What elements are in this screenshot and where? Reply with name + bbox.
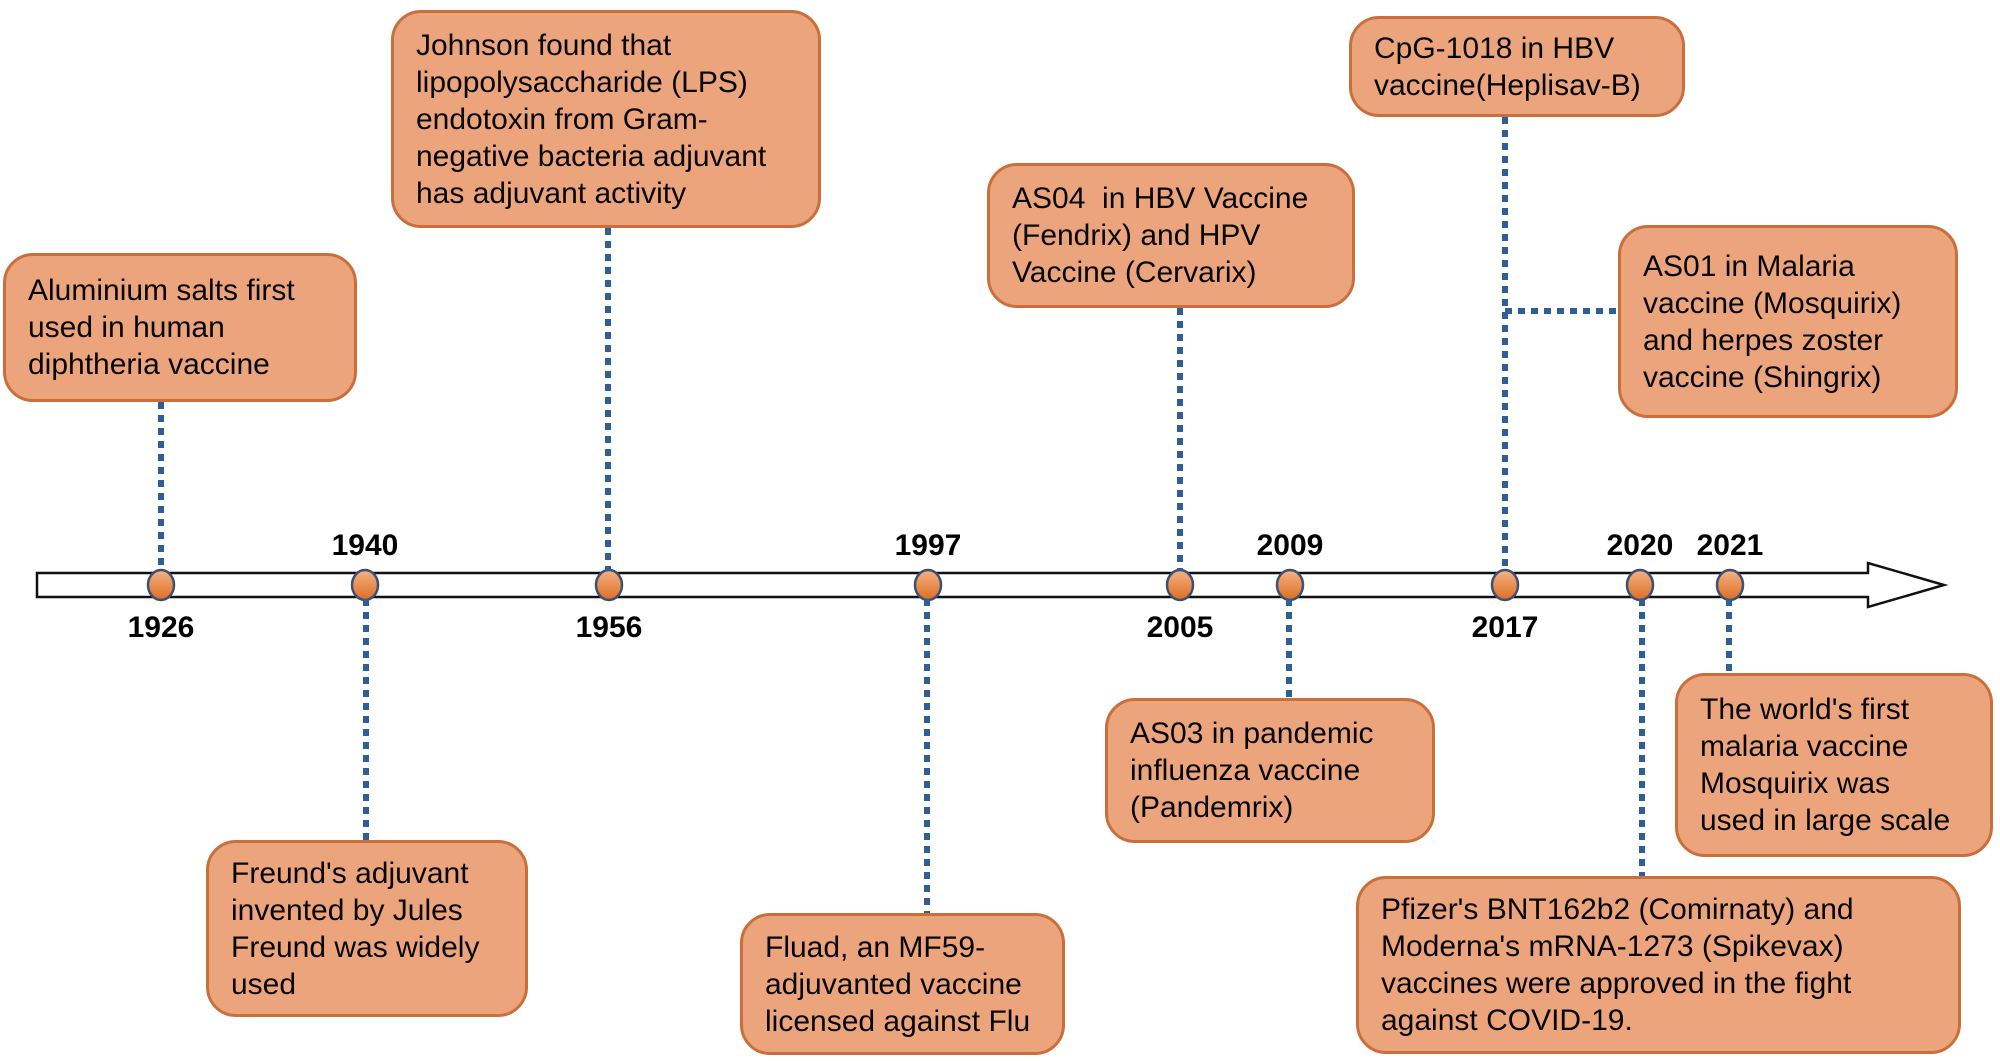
year-marker-2009 [1275,568,1305,602]
year-label-2020: 2020 [1606,529,1674,562]
connector-1940 [363,599,369,840]
event-box-2017-cpg: CpG-1018 in HBV vaccine(Heplisav-B) [1349,16,1685,117]
event-box-2020-pfizer-moderna: Pfizer's BNT162b2 (Comirnaty) and Modern… [1356,876,1961,1054]
event-box-1997-fluad: Fluad, an MF59- adjuvanted vaccine licen… [740,913,1065,1055]
event-box-1926-aluminium: Aluminium salts first used in human diph… [3,253,357,402]
connector-2009 [1286,599,1292,698]
year-label-2009: 2009 [1256,529,1324,562]
connector-2020 [1639,599,1645,876]
year-marker-2017 [1490,568,1520,602]
event-box-1940-freund: Freund's adjuvant invented by Jules Freu… [206,840,528,1017]
connector-1926 [158,402,164,571]
year-marker-2005 [1165,568,1195,602]
event-box-2021-mosquirix: The world's first malaria vaccine Mosqui… [1675,673,1993,857]
timeline-arrow [35,561,1949,609]
connector-2021 [1726,599,1732,673]
year-marker-1956 [594,568,624,602]
year-marker-2021 [1715,568,1745,602]
year-label-2021: 2021 [1696,529,1764,562]
year-marker-2020 [1625,568,1655,602]
connector-1997 [924,599,930,913]
year-marker-1997 [913,568,943,602]
year-label-1926: 1926 [127,611,195,644]
event-box-2005-as04: AS04 in HBV Vaccine (Fendrix) and HPV Va… [987,163,1355,308]
year-label-1940: 1940 [331,529,399,562]
connector-2005 [1177,308,1183,571]
connector-2017-branch [1505,308,1618,314]
year-label-2005: 2005 [1146,611,1214,644]
event-box-1956-johnson: Johnson found that lipopolysaccharide (L… [391,10,821,228]
year-marker-1926 [146,568,176,602]
year-label-2017: 2017 [1471,611,1539,644]
connector-2017 [1502,117,1508,571]
event-box-2017-as01: AS01 in Malaria vaccine (Mosquirix) and … [1618,225,1958,418]
connector-1956 [605,228,611,571]
year-label-1956: 1956 [575,611,643,644]
year-marker-1940 [350,568,380,602]
event-box-2009-as03: AS03 in pandemic influenza vaccine (Pand… [1105,698,1435,843]
year-label-1997: 1997 [894,529,962,562]
